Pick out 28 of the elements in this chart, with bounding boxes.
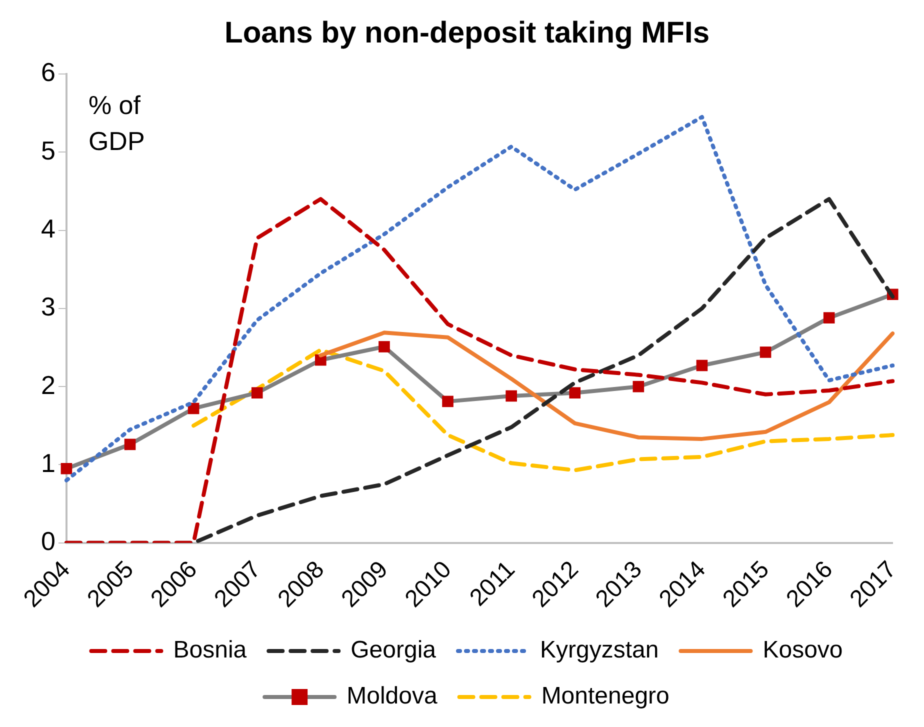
y-tick-label: 6 [40,57,56,88]
legend-label: Moldova [346,682,438,710]
legend-label: Kosovo [762,636,843,664]
point [506,390,517,402]
point [696,360,708,372]
point [378,341,390,352]
point [760,346,772,358]
point [569,387,581,398]
point [251,387,263,398]
annotation: % of GDP [88,90,145,156]
chart-title: Loans by non-deposit taking MFIs [224,16,710,50]
y-tick-label: 1 [40,448,56,478]
point [823,312,835,324]
legend-label: Bosnia [173,636,248,664]
legend-label: Montenegro [541,682,670,710]
line-series [64,114,895,482]
y-tick-label: 0 [40,526,56,556]
point [442,396,454,408]
legend-label: Kyrgyzstan [540,636,659,664]
y-tick-label: 4 [40,213,56,244]
legend-label: Georgia [350,636,437,664]
y-tick-label: 2 [40,370,56,400]
line-series [192,348,895,472]
y-tick-label: 5 [40,135,56,166]
point [124,438,136,450]
point [632,380,644,392]
y-tick-label: 3 [40,292,56,322]
point [60,462,72,474]
